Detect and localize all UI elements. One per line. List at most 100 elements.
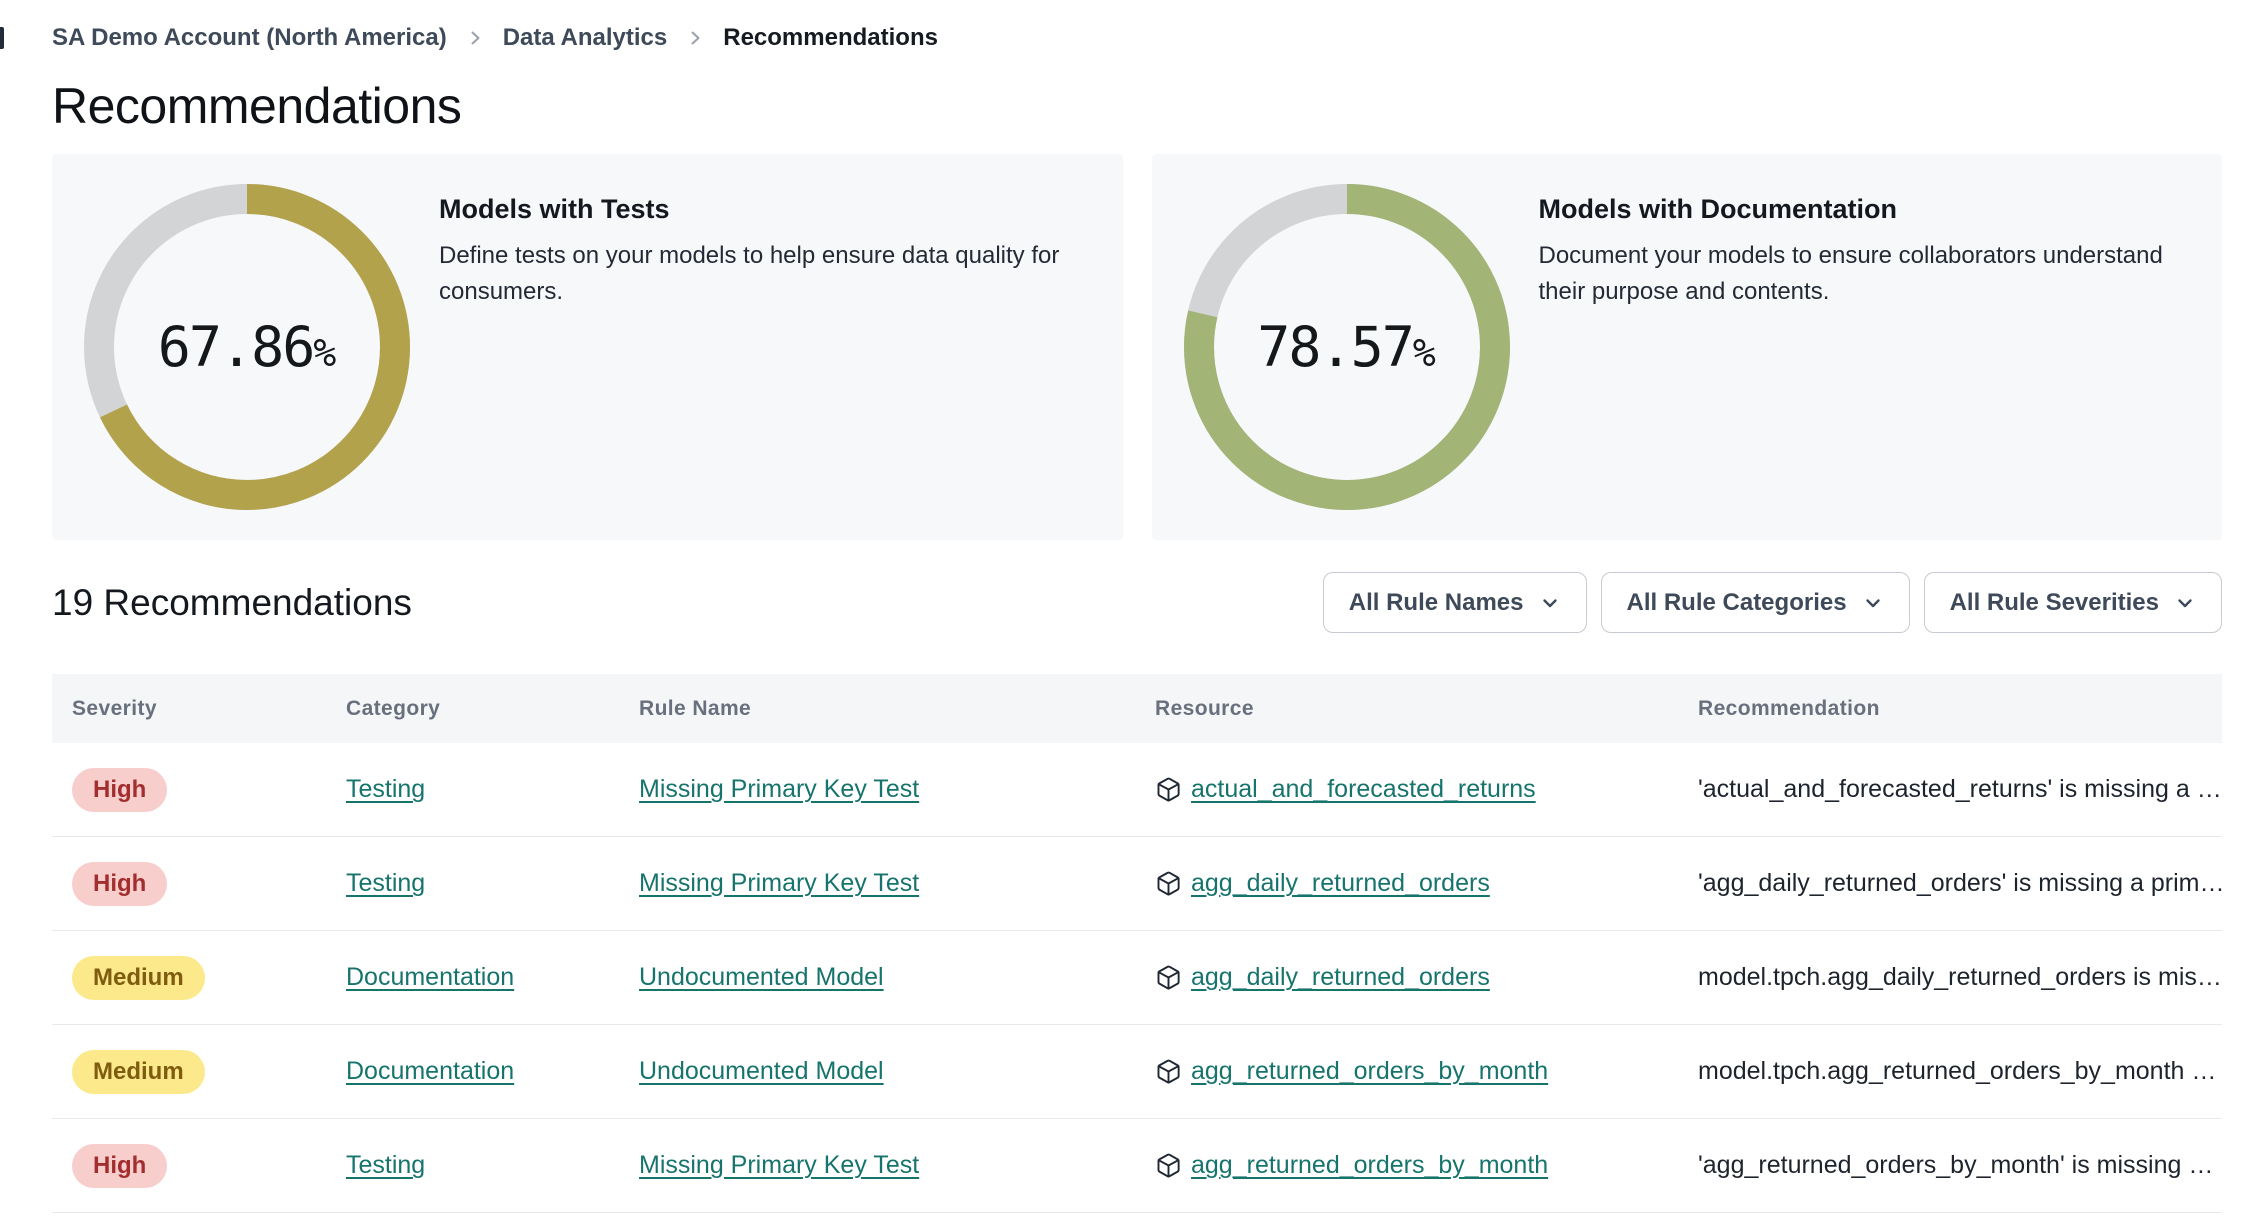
donut-fill-arc — [1183, 184, 1510, 510]
table-row: Medium Documentation Undocumented Model — [52, 1025, 2222, 1119]
rule-name-cell: Undocumented Model — [639, 1057, 1155, 1086]
filter-dropdown-button[interactable]: All Rule Categories — [1600, 572, 1910, 633]
resource-link[interactable]: agg_returned_orders_by_month — [1191, 1151, 1549, 1179]
chevron-down-icon — [2174, 592, 2196, 614]
severity-cell: Medium — [72, 1049, 346, 1094]
recommendation-text: model.tpch.agg_returned_orders_by_month … — [1698, 1057, 2217, 1085]
category-link[interactable]: Documentation — [346, 963, 515, 991]
donut-label: 67.86 % — [82, 182, 412, 512]
category-cell: Testing — [346, 869, 639, 898]
severity-badge: High — [72, 767, 168, 812]
severity-cell: High — [72, 861, 346, 906]
rule-name-link[interactable]: Undocumented Model — [639, 1057, 884, 1085]
resource-cell: agg_returned_orders_by_month — [1155, 1151, 1698, 1180]
column-header: Severity — [72, 696, 157, 720]
resource-link[interactable]: agg_daily_returned_orders — [1191, 963, 1490, 991]
cube-icon — [1155, 776, 1182, 803]
category-link[interactable]: Testing — [346, 1151, 426, 1179]
metric-card: 78.57 % Models with Documentation Docume… — [1151, 154, 2223, 540]
severity-cell: Medium — [72, 955, 346, 1000]
column-header: Rule Name — [639, 696, 752, 720]
breadcrumb-link[interactable]: Recommendations — [723, 24, 938, 51]
rule-name-cell: Missing Primary Key Test — [639, 869, 1155, 898]
rule-name-cell: Undocumented Model — [639, 963, 1155, 992]
card-text: Models with Documentation Document your … — [1512, 154, 2223, 540]
donut-percent-unit: % — [1412, 331, 1436, 375]
card-description: Define tests on your models to help ensu… — [439, 242, 1060, 305]
donut-chart: 78.57 % — [1182, 182, 1512, 512]
donut-chart: 67.86 % — [82, 182, 412, 512]
page-title: Recommendations — [52, 78, 462, 134]
filter-bar: All Rule Names All Rule Categories All R… — [1322, 572, 2222, 633]
severity-badge: Medium — [72, 955, 205, 1000]
donut-svg — [1183, 184, 1510, 510]
cube-icon — [1155, 870, 1182, 897]
donut-percent-unit: % — [313, 331, 337, 375]
filter-label: All Rule Names — [1348, 588, 1524, 616]
severity-cell: High — [72, 767, 346, 812]
column-header: Resource — [1155, 696, 1254, 720]
filter-label: All Rule Categories — [1626, 588, 1847, 616]
rule-name-cell: Missing Primary Key Test — [639, 1151, 1155, 1180]
category-link[interactable]: Testing — [346, 775, 426, 803]
rule-name-cell: Missing Primary Key Test — [639, 775, 1155, 804]
card-title: Models with Tests — [439, 194, 670, 224]
category-link[interactable]: Testing — [346, 869, 426, 897]
rule-name-link[interactable]: Missing Primary Key Test — [639, 1151, 920, 1179]
rule-name-link[interactable]: Undocumented Model — [639, 963, 884, 991]
rule-name-link[interactable]: Missing Primary Key Test — [639, 775, 920, 803]
card-title: Models with Documentation — [1538, 194, 1898, 224]
donut-percent-value: 67.86 — [157, 315, 316, 379]
resource-cell: actual_and_forecasted_returns — [1155, 775, 1698, 804]
card-description: Document your models to ensure collabora… — [1538, 242, 2163, 305]
category-cell: Documentation — [346, 1057, 639, 1086]
card-text: Models with Tests Define tests on your m… — [412, 154, 1123, 540]
resource-cell: agg_daily_returned_orders — [1155, 963, 1698, 992]
breadcrumb: SA Demo Account (North America) Data Ana… — [52, 24, 2222, 52]
rule-name-link[interactable]: Missing Primary Key Test — [639, 869, 920, 897]
chevron-down-icon — [1862, 592, 1884, 614]
breadcrumb-link[interactable]: SA Demo Account (North America) — [52, 24, 447, 51]
chevron-right-icon — [686, 29, 704, 47]
filter-dropdown-button[interactable]: All Rule Names — [1322, 572, 1587, 633]
table-row: High Testing Missing Primary Key Test — [52, 743, 2222, 837]
category-cell: Testing — [346, 775, 639, 804]
donut-svg — [84, 184, 410, 510]
recommendations-count-title: 19 Recommendations — [52, 581, 412, 623]
table-header-row: Severity Category Rule Name Resource Rec… — [52, 674, 2222, 743]
donut-fill-arc — [84, 184, 410, 510]
donut-percent-value: 78.57 — [1257, 315, 1415, 379]
table-row: High Testing Missing Primary Key Test — [52, 837, 2222, 931]
cube-icon — [1155, 1152, 1182, 1179]
breadcrumb-item: SA Demo Account (North America) — [52, 24, 503, 52]
breadcrumb-item: Recommendations — [723, 24, 938, 52]
resource-link[interactable]: agg_returned_orders_by_month — [1191, 1057, 1549, 1085]
recommendation-text: model.tpch.agg_daily_returned_orders is … — [1698, 963, 2222, 991]
recommendation-text: 'agg_daily_returned_orders' is missing a… — [1698, 869, 2222, 897]
recommendation-text: 'actual_and_forecasted_returns' is missi… — [1698, 775, 2222, 803]
breadcrumb-link[interactable]: Data Analytics — [502, 24, 668, 51]
chevron-down-icon — [1539, 592, 1561, 614]
column-header: Category — [346, 696, 441, 720]
cube-icon — [1155, 964, 1182, 991]
resource-cell: agg_daily_returned_orders — [1155, 869, 1698, 898]
table-row: High Testing Missing Primary Key Test — [52, 1119, 2222, 1213]
category-link[interactable]: Documentation — [346, 1057, 515, 1085]
chevron-right-icon — [466, 29, 484, 47]
severity-badge: High — [72, 1143, 168, 1188]
menu-icon-partial[interactable] — [0, 27, 4, 49]
resource-link[interactable]: actual_and_forecasted_returns — [1191, 775, 1536, 803]
metric-cards: 67.86 % Models with Tests Define tests o… — [52, 154, 2222, 540]
breadcrumb-item: Data Analytics — [503, 24, 724, 52]
severity-badge: Medium — [72, 1049, 205, 1094]
resource-link[interactable]: agg_daily_returned_orders — [1191, 869, 1490, 897]
column-header: Recommendation — [1698, 696, 1880, 720]
recommendation-text: 'agg_returned_orders_by_month' is missin… — [1698, 1151, 2214, 1179]
donut-label: 78.57 % — [1182, 182, 1512, 512]
table-row: Medium Documentation Undocumented Model — [52, 931, 2222, 1025]
recommendations-table: Severity Category Rule Name Resource Rec… — [52, 674, 2222, 1213]
severity-badge: High — [72, 861, 168, 906]
filter-dropdown-button[interactable]: All Rule Severities — [1923, 572, 2222, 633]
cube-icon — [1155, 1058, 1182, 1085]
resource-cell: agg_returned_orders_by_month — [1155, 1057, 1698, 1086]
